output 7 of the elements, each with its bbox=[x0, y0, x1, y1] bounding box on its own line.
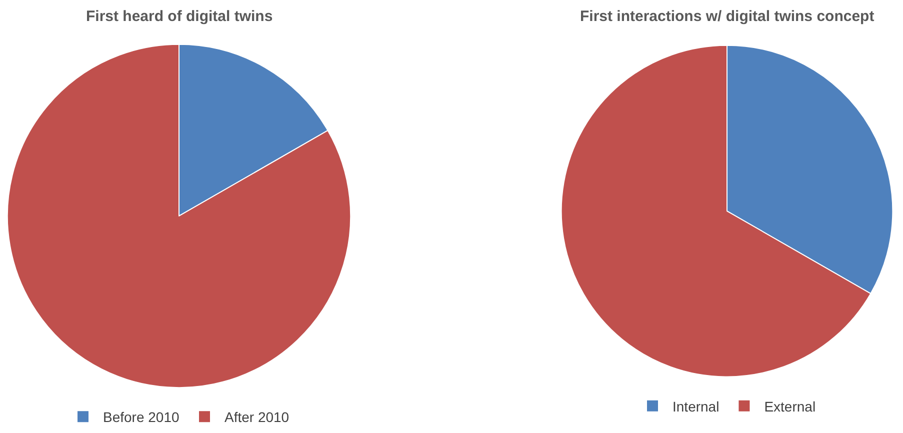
legend-label: Before 2010 bbox=[103, 409, 180, 426]
legend-label: Internal bbox=[672, 398, 720, 414]
legend-label: External bbox=[764, 398, 816, 414]
pie-slice bbox=[7, 44, 352, 388]
legend-label: After 2010 bbox=[224, 409, 290, 426]
chart-title: First interactions w/ digital twins concept bbox=[580, 8, 874, 25]
chart-title: First heard of digital twins bbox=[86, 8, 273, 25]
